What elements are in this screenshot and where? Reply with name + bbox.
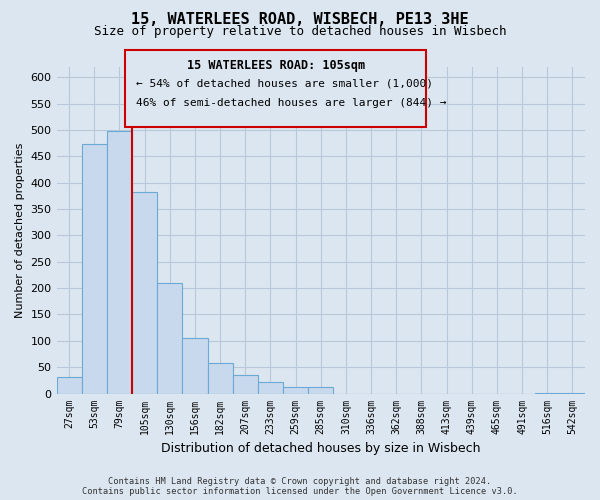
Bar	[157, 283, 182, 394]
Text: 15 WATERLEES ROAD: 105sqm: 15 WATERLEES ROAD: 105sqm	[187, 58, 365, 71]
FancyBboxPatch shape	[125, 50, 427, 127]
Text: 46% of semi-detached houses are larger (844) →: 46% of semi-detached houses are larger (…	[136, 98, 446, 108]
Bar	[132, 192, 157, 394]
Bar	[107, 131, 132, 394]
Bar	[283, 387, 308, 394]
Bar	[308, 387, 334, 394]
Text: Contains public sector information licensed under the Open Government Licence v3: Contains public sector information licen…	[82, 487, 518, 496]
Bar	[82, 144, 107, 394]
Text: ← 54% of detached houses are smaller (1,000): ← 54% of detached houses are smaller (1,…	[136, 78, 433, 88]
Bar	[182, 338, 208, 394]
Bar	[258, 382, 283, 394]
Bar	[208, 363, 233, 394]
Text: Size of property relative to detached houses in Wisbech: Size of property relative to detached ho…	[94, 25, 506, 38]
Bar	[233, 374, 258, 394]
Y-axis label: Number of detached properties: Number of detached properties	[15, 142, 25, 318]
Text: 15, WATERLEES ROAD, WISBECH, PE13 3HE: 15, WATERLEES ROAD, WISBECH, PE13 3HE	[131, 12, 469, 28]
Bar	[535, 392, 560, 394]
Bar	[560, 392, 585, 394]
X-axis label: Distribution of detached houses by size in Wisbech: Distribution of detached houses by size …	[161, 442, 481, 455]
Text: Contains HM Land Registry data © Crown copyright and database right 2024.: Contains HM Land Registry data © Crown c…	[109, 477, 491, 486]
Bar	[56, 376, 82, 394]
